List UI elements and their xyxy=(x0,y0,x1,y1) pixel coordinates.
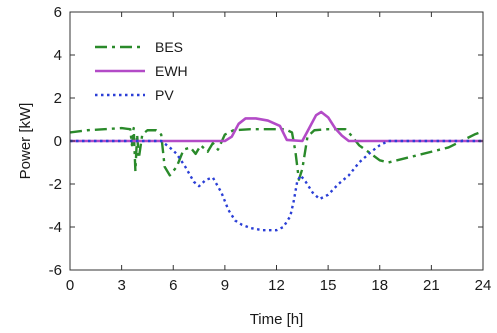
y-tick-label: 4 xyxy=(54,47,62,64)
x-tick-label: 6 xyxy=(169,277,177,294)
x-tick-label: 18 xyxy=(371,277,388,294)
legend: BES EWH PV xyxy=(95,39,188,103)
y-tick-label: -4 xyxy=(49,219,62,236)
x-tick-label: 9 xyxy=(221,277,229,294)
y-tick-label: 2 xyxy=(54,90,62,107)
x-tick-label: 12 xyxy=(268,277,285,294)
x-tick-label: 0 xyxy=(66,277,74,294)
legend-label-pv: PV xyxy=(155,87,174,103)
series-line-bes xyxy=(70,126,483,181)
series-line-pv xyxy=(70,139,483,232)
series-layer xyxy=(70,110,483,232)
x-tick-label: 24 xyxy=(475,277,492,294)
y-axis-label: Power [kW] xyxy=(17,103,34,180)
x-tick-label: 3 xyxy=(117,277,125,294)
legend-label-bes: BES xyxy=(155,39,183,55)
y-tick-label: -6 xyxy=(49,262,62,279)
x-tick-label: 21 xyxy=(423,277,440,294)
y-tick-label: 0 xyxy=(54,133,62,150)
series-line-ewh xyxy=(70,110,483,143)
x-axis-label: Time [h] xyxy=(250,311,304,328)
y-tick-label: 6 xyxy=(54,4,62,21)
x-tick-label: 15 xyxy=(320,277,337,294)
y-tick-label: -2 xyxy=(49,176,62,193)
legend-label-ewh: EWH xyxy=(155,63,188,79)
